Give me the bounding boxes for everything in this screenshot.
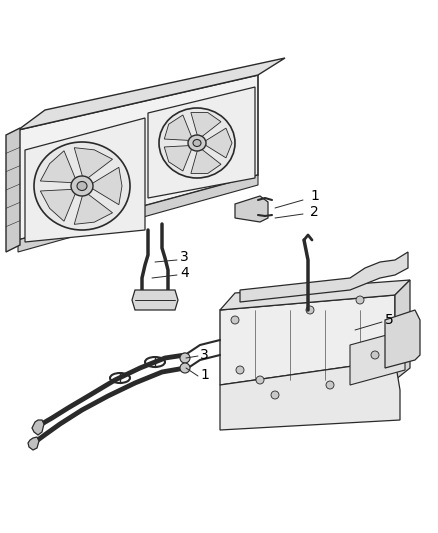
Polygon shape [164, 115, 192, 140]
Polygon shape [385, 310, 420, 368]
Circle shape [180, 363, 190, 373]
Text: 4: 4 [180, 266, 189, 280]
Polygon shape [6, 128, 20, 252]
Polygon shape [395, 280, 410, 380]
Polygon shape [18, 58, 285, 130]
Ellipse shape [193, 140, 201, 147]
Text: 1: 1 [310, 189, 319, 203]
Text: 5: 5 [385, 313, 394, 327]
Polygon shape [74, 148, 113, 179]
Polygon shape [40, 151, 76, 183]
Polygon shape [148, 87, 255, 198]
Polygon shape [235, 196, 268, 222]
Polygon shape [40, 189, 76, 221]
Circle shape [306, 306, 314, 314]
Polygon shape [28, 437, 39, 450]
Polygon shape [74, 193, 113, 224]
Circle shape [356, 296, 364, 304]
Ellipse shape [77, 182, 87, 190]
Polygon shape [32, 420, 44, 435]
Polygon shape [350, 330, 405, 385]
Polygon shape [18, 75, 258, 240]
Circle shape [371, 351, 379, 359]
Circle shape [256, 376, 264, 384]
Polygon shape [8, 130, 18, 245]
Text: 1: 1 [200, 368, 209, 382]
Polygon shape [18, 175, 258, 252]
Polygon shape [164, 146, 192, 171]
Polygon shape [220, 295, 395, 385]
Ellipse shape [34, 142, 130, 230]
Polygon shape [25, 118, 145, 242]
Polygon shape [191, 149, 221, 173]
Polygon shape [132, 290, 178, 310]
Text: 2: 2 [310, 205, 319, 219]
Polygon shape [191, 112, 221, 137]
Circle shape [271, 391, 279, 399]
Circle shape [231, 316, 239, 324]
Text: 3: 3 [180, 250, 189, 264]
Polygon shape [220, 280, 410, 310]
Circle shape [326, 381, 334, 389]
Polygon shape [92, 167, 122, 205]
Polygon shape [205, 128, 232, 158]
Circle shape [180, 353, 190, 363]
Text: 3: 3 [200, 348, 209, 362]
Polygon shape [240, 252, 408, 302]
Ellipse shape [188, 135, 206, 151]
Circle shape [236, 366, 244, 374]
Ellipse shape [159, 108, 235, 178]
Ellipse shape [71, 176, 93, 196]
Polygon shape [220, 360, 400, 430]
